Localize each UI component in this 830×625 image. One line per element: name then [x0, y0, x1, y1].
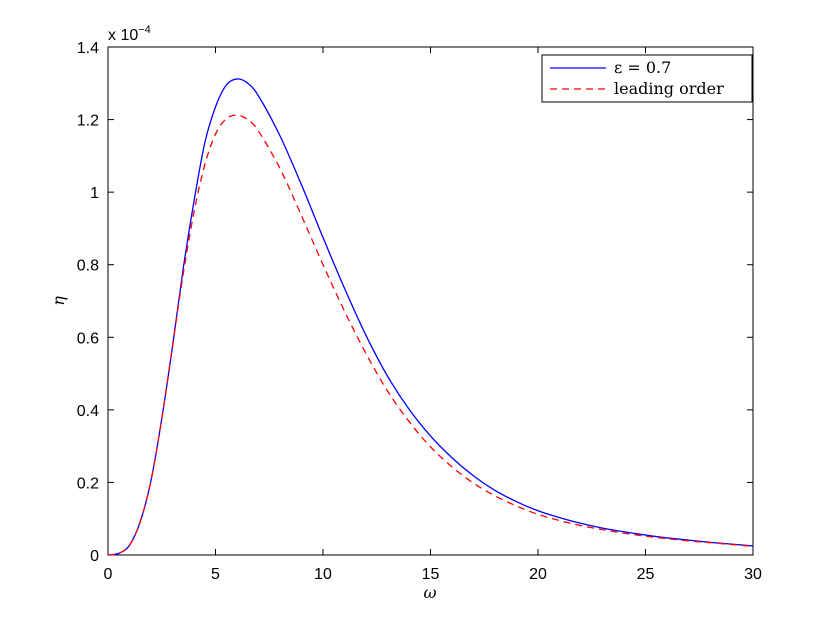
x-tick-labels: 0 5 10 15 20 25 30: [104, 566, 762, 583]
y-tick-label: 1: [90, 185, 99, 202]
y-tick-label: 0.8: [77, 258, 99, 275]
series-lines: [107, 78, 754, 556]
y-tick-labels: 0 0.2 0.4 0.6 0.8 1 1.2 1.4: [77, 40, 99, 565]
y-tick-label: 0: [90, 548, 99, 565]
y-axis-label: η: [49, 296, 68, 306]
y-tick-label: 0.6: [77, 330, 99, 347]
y-multiplier-base: x 10: [108, 27, 138, 44]
legend-box: [541, 54, 753, 103]
x-tick-label: 10: [314, 566, 332, 583]
x-tick-label: 0: [104, 566, 113, 583]
x-tick-label: 20: [529, 566, 547, 583]
y-multiplier-exponent: −4: [138, 24, 151, 36]
y-multiplier: x 10−4: [108, 24, 151, 44]
x-tick-label: 25: [637, 566, 655, 583]
x-tick-label: 30: [744, 566, 762, 583]
y-tick-label: 1.2: [77, 113, 99, 130]
y-tick-label: 0.4: [77, 403, 99, 420]
y-tick-label: 0.2: [77, 475, 99, 492]
x-tick-label: 5: [211, 566, 220, 583]
legend-label-series-2: leading order: [614, 79, 724, 98]
legend: ε = 0.7 leading order: [541, 54, 753, 103]
legend-label-series-1: ε = 0.7: [614, 58, 671, 77]
x-tick-label: 15: [422, 566, 440, 583]
x-axis-label: ω: [423, 583, 436, 602]
series-line-2: [107, 114, 754, 556]
plot-area: [107, 46, 754, 556]
y-tick-label: 1.4: [77, 40, 99, 57]
